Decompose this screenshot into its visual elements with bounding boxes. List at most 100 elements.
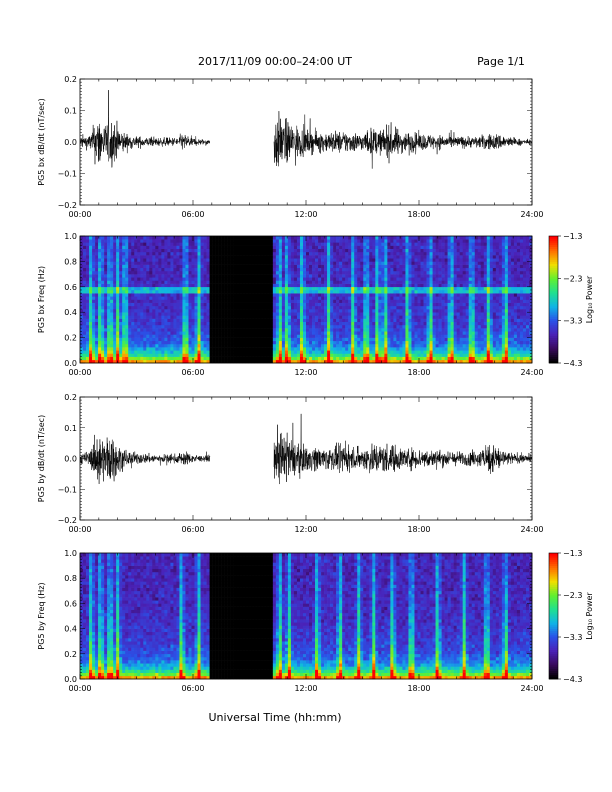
spectrogram-cell xyxy=(426,242,430,246)
spectrogram-cell xyxy=(399,264,403,269)
spectrogram-cell xyxy=(140,315,144,319)
spectrogram-cell xyxy=(339,267,343,272)
spectrogram-cell xyxy=(426,239,430,243)
spectrogram-cell xyxy=(384,251,388,256)
spectrogram-cell xyxy=(333,315,337,319)
spectrogram-cell xyxy=(254,353,259,357)
spectrogram-cell xyxy=(435,261,439,265)
spectrogram-cell xyxy=(327,293,331,297)
spectrogram-cell xyxy=(333,255,337,259)
spectrogram-cell xyxy=(284,318,289,323)
spectrogram-cell xyxy=(266,312,271,316)
spectrogram-cell xyxy=(104,305,108,310)
spectrogram-cell xyxy=(363,270,367,275)
spectrogram-cell xyxy=(200,350,204,354)
spectrogram-cell xyxy=(155,264,159,269)
spectrogram-cell xyxy=(315,321,319,326)
spectrogram-cell xyxy=(80,251,84,256)
spectrogram-cell xyxy=(293,334,298,338)
page-number: Page 1/1 xyxy=(477,55,525,68)
spectrogram-cell xyxy=(378,328,382,332)
spectrogram-cell xyxy=(155,328,159,332)
spectrogram-cell xyxy=(167,242,171,246)
panels-group: 00:00 06:00 12:00 18:00 24:000.20.10.0−0.1−0… xyxy=(37,75,594,693)
spectrogram-cell xyxy=(360,350,364,354)
spectrogram-cell xyxy=(366,340,370,345)
spectrogram-cell xyxy=(158,274,162,278)
spectrogram-cell xyxy=(306,343,310,348)
spectrogram-cell xyxy=(306,286,310,291)
spectrogram-cell xyxy=(402,255,406,259)
spectrogram-cell xyxy=(257,359,262,364)
spectrogram-cell xyxy=(155,312,159,316)
spectrogram-cell xyxy=(242,331,247,335)
spectrogram-cell xyxy=(435,270,439,275)
spectrogram-cell xyxy=(435,334,439,338)
spectrogram-cell xyxy=(351,350,355,354)
spectrogram-cell xyxy=(167,251,171,256)
spectrogram-cell xyxy=(312,302,316,307)
spectrogram-cell xyxy=(248,283,253,288)
spectrogram-cell xyxy=(375,359,379,364)
spectrogram-cell xyxy=(218,347,222,351)
spectrogram-cell xyxy=(128,258,132,262)
spectrogram-cell xyxy=(405,302,409,307)
spectrogram-cell xyxy=(321,236,325,240)
spectrogram-cell xyxy=(393,312,397,316)
spectrogram-cell xyxy=(351,309,355,313)
spectrogram-cell xyxy=(173,312,177,316)
spectrogram-cell xyxy=(158,255,162,259)
spectrogram-cell xyxy=(113,324,117,329)
spectrogram-cell xyxy=(230,267,234,272)
spectrogram-cell xyxy=(360,255,364,259)
spectrogram-cell xyxy=(257,258,262,262)
spectrogram-cell xyxy=(369,270,373,275)
spectrogram-cell xyxy=(152,293,156,297)
spectrogram-cell xyxy=(408,324,412,329)
spectrogram-cell xyxy=(203,328,207,332)
spectrogram-cell xyxy=(260,289,265,294)
spectrogram-cell xyxy=(324,277,328,281)
spectrogram-cell xyxy=(191,347,195,351)
spectrogram-cell xyxy=(176,251,180,256)
spectrogram-cell xyxy=(339,264,343,269)
spectrogram-cell xyxy=(275,343,280,348)
spectrogram-cell xyxy=(182,324,186,329)
spectrogram-cell xyxy=(182,251,186,256)
spectrogram-cell xyxy=(251,286,256,291)
spectrogram-cell xyxy=(399,248,403,253)
spectrogram-cell xyxy=(158,296,162,300)
spectrogram-cell xyxy=(393,277,397,281)
spectrogram-cell xyxy=(143,236,147,240)
spectrogram-cell xyxy=(98,248,102,253)
spectrogram-cell xyxy=(215,328,219,332)
spectrogram-cell xyxy=(101,334,105,338)
spectrogram-cell xyxy=(185,318,189,323)
spectrogram-cell xyxy=(408,264,412,269)
spectrogram-cell xyxy=(414,236,418,240)
spectrogram-cell xyxy=(158,324,162,329)
spectrogram-cell xyxy=(266,248,271,253)
spectrogram-cell xyxy=(176,293,180,297)
spectrogram-cell xyxy=(387,331,391,335)
spectrogram-cell xyxy=(140,296,144,300)
spectrogram-cell xyxy=(309,359,313,364)
spectrogram-cell xyxy=(251,334,256,338)
spectrogram-cell xyxy=(251,312,256,316)
spectrogram-cell xyxy=(321,353,325,357)
spectrogram-cell xyxy=(345,258,349,262)
spectrogram-cell xyxy=(408,261,412,265)
spectrogram-cell xyxy=(296,245,301,249)
spectrogram-cell xyxy=(86,328,90,332)
spectrogram-cell xyxy=(423,274,427,278)
spectrogram-cell xyxy=(104,267,108,272)
spectrogram-cell xyxy=(89,248,93,253)
spectrogram-cell xyxy=(408,331,412,335)
spectrogram-cell xyxy=(122,293,126,297)
spectrogram-cell xyxy=(405,283,409,288)
spectrogram-cell xyxy=(257,296,262,300)
spectrogram-cell xyxy=(420,245,424,249)
spectrogram-cell xyxy=(342,286,346,291)
spectrogram-cell xyxy=(378,264,382,269)
spectrogram-cell xyxy=(357,356,361,361)
